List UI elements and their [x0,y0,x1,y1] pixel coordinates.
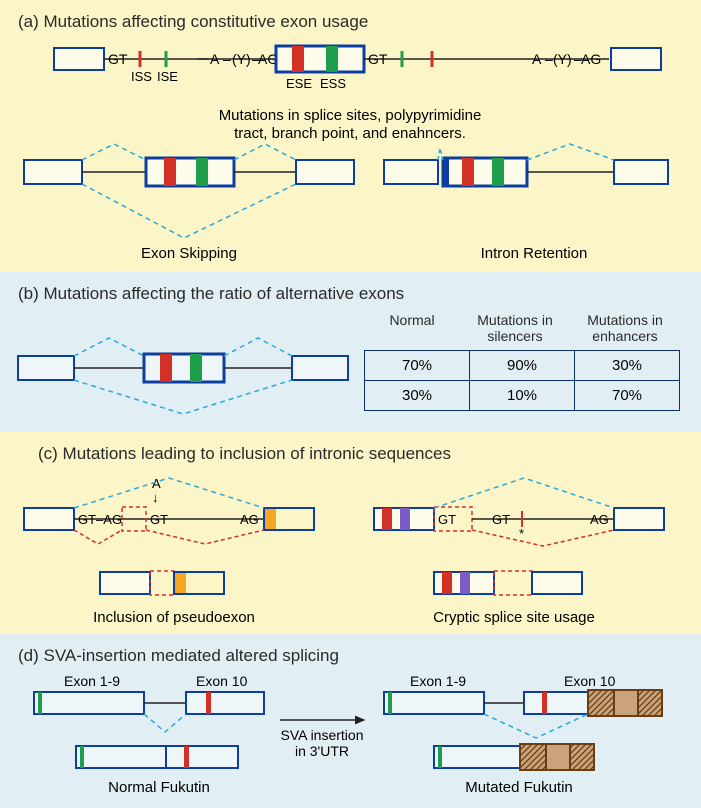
pseudoexon-label: Inclusion of pseudoexon [93,609,255,626]
exon19-label-l: Exon 1-9 [64,674,120,689]
table-row: 30% 10% 70% [365,381,680,411]
table-row: 70% 90% 30% [365,351,680,381]
panel-a: (a) Mutations affecting constitutive exo… [0,0,701,272]
ise-label: ISE [157,69,178,84]
intron-retention-label: Intron Retention [481,245,588,262]
iss-label: ISS [131,69,152,84]
cell: 90% [470,351,575,381]
a2-label: A [532,51,542,67]
panel-c-diagram: GT–AG A ↓ GT AG Inclusion of pseudoexon [14,472,687,632]
panel-b-diagram [14,312,364,422]
ratio-table: 70% 90% 30% 30% 10% 70% [364,350,680,411]
gt-cryptic2: GT [492,512,510,527]
col-enhancers: Mutations in enhancers [570,312,680,344]
cell: 70% [575,381,680,411]
panel-c: (c) Mutations leading to inclusion of in… [0,432,701,634]
ag-cryptic: AG [590,512,609,527]
exon10-label-r: Exon 10 [564,674,616,689]
ese-label: ESE [286,76,312,91]
cell: 30% [365,381,470,411]
exon-skipping-label: Exon Skipping [141,245,237,262]
panel-a-caption2: tract, branch point, and enahncers. [234,125,466,142]
cell: 30% [575,351,680,381]
ag2-label: AG [581,51,601,67]
exon19-label-r: Exon 1-9 [410,674,466,689]
sva-line2: in 3'UTR [295,743,349,759]
panel-b-title: (b) Mutations affecting the ratio of alt… [18,284,687,304]
ag-right: AG [240,512,259,527]
sva-line1: SVA insertion [280,727,363,743]
panel-b: (b) Mutations affecting the ratio of alt… [0,272,701,432]
gtag-label: GT–AG [78,512,122,527]
panel-d-title: (d) SVA-insertion mediated altered splic… [18,646,687,666]
panel-d: (d) SVA-insertion mediated altered splic… [0,634,701,808]
svg-text:–: – [223,51,231,67]
a-label: A [210,51,220,67]
col-normal: Normal [364,312,460,344]
cell: 10% [470,381,575,411]
col-silencers: Mutations in silencers [460,312,570,344]
panel-d-diagram: Exon 1-9 Exon 10 Normal Fukutin SVA inse… [14,674,687,804]
ess-label: ESS [320,76,346,91]
gt-new: GT [150,512,168,527]
panel-a-caption1: Mutations in splice sites, polypyrimidin… [219,107,482,124]
panel-a-diagram: GT ISS ISE A – (Y) – AG ESE ESS GT A – [14,40,687,266]
panel-a-title: (a) Mutations affecting constitutive exo… [18,12,687,32]
mut-arrow: ↓ [152,490,159,505]
panel-c-title: (c) Mutations leading to inclusion of in… [38,444,687,464]
cell: 70% [365,351,470,381]
star-label: * [519,526,524,541]
gt-cryptic1: GT [438,512,456,527]
svg-text:–: – [545,51,553,67]
cryptic-label: Cryptic splice site usage [433,609,595,626]
y-label: (Y) [232,51,251,67]
gt2-label: GT [368,51,388,67]
exon10-label-l: Exon 10 [196,674,248,689]
y2-label: (Y) [553,51,572,67]
mutated-fukutin-label: Mutated Fukutin [465,779,573,796]
normal-fukutin-label: Normal Fukutin [108,779,210,796]
gt-label: GT [108,51,128,67]
